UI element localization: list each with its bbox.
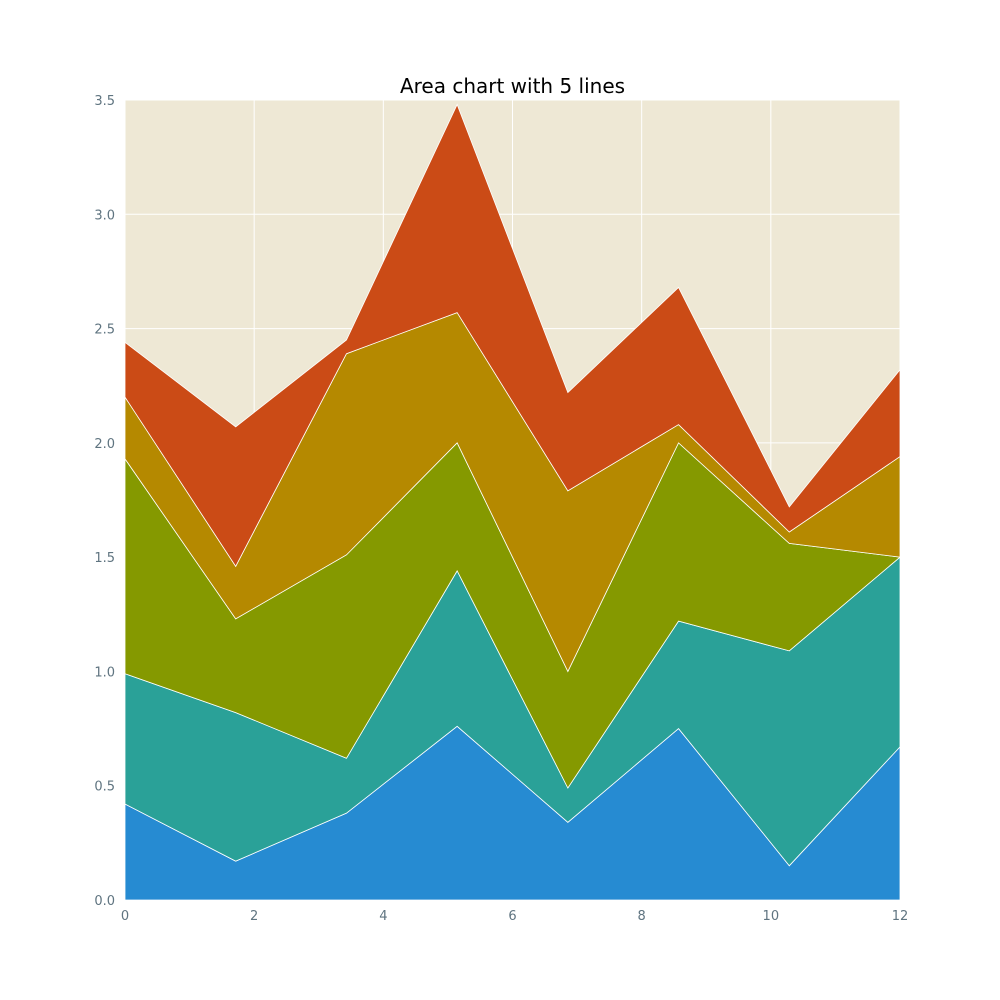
x-tick-label: 8 — [638, 909, 646, 924]
x-tick-label: 12 — [892, 909, 909, 924]
y-axis-ticks: 0.0 0.5 1.0 1.5 2.0 2.5 3.0 3.5 — [94, 94, 115, 909]
chart-title: Area chart with 5 lines — [400, 74, 625, 98]
y-tick-label: 0.5 — [94, 780, 115, 795]
x-tick-label: 6 — [508, 909, 516, 924]
area-series — [124, 103, 901, 901]
x-tick-label: 10 — [763, 909, 780, 924]
y-tick-label: 3.0 — [94, 208, 115, 223]
y-tick-label: 2.5 — [94, 323, 115, 338]
y-tick-label: 0.0 — [94, 894, 115, 909]
y-tick-label: 1.5 — [94, 551, 115, 566]
y-tick-label: 1.0 — [94, 665, 115, 680]
area-series-5 — [124, 103, 901, 568]
x-tick-label: 4 — [379, 909, 387, 924]
x-axis-ticks: 0 2 4 6 8 10 12 — [121, 909, 908, 924]
y-tick-label: 3.5 — [94, 94, 115, 109]
y-tick-label: 2.0 — [94, 437, 115, 452]
x-tick-label: 2 — [250, 909, 258, 924]
x-tick-label: 0 — [121, 909, 129, 924]
